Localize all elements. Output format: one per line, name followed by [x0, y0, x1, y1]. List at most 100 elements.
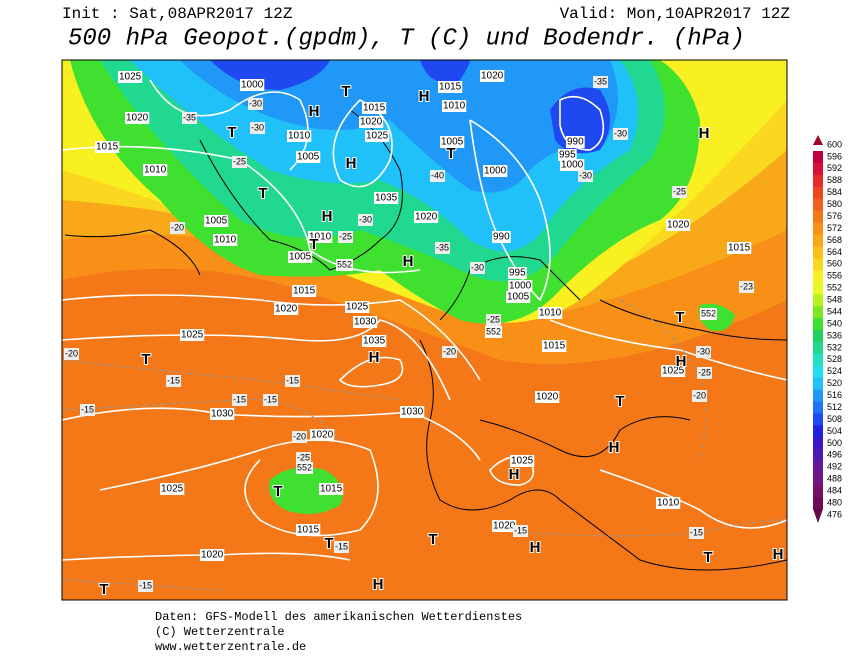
pressure-label-box	[535, 391, 560, 403]
pressure-label: 995	[558, 149, 577, 161]
scale-label: 512	[827, 402, 842, 412]
pressure-label-box	[558, 149, 577, 161]
pressure-label-box	[296, 151, 321, 163]
scale-label: 516	[827, 390, 842, 400]
temperature-label: -40	[430, 170, 446, 182]
map-area	[62, 60, 787, 600]
temperature-label-box	[285, 375, 301, 387]
temperature-label-text: -35	[183, 112, 196, 122]
pressure-center: H	[609, 439, 620, 456]
pressure-label-text: 1035	[363, 336, 386, 347]
pressure-center: T	[273, 483, 282, 500]
scale-label: 488	[827, 474, 842, 484]
pressure-label: 1020	[492, 520, 517, 532]
height-label-text: 552	[337, 259, 352, 269]
scale-swatch	[813, 306, 823, 319]
pressure-center: H	[369, 349, 380, 366]
pressure-label-box	[492, 231, 511, 243]
temperature-label: -15	[334, 541, 350, 553]
pressure-label: 1005	[506, 291, 531, 303]
temperature-label: -30	[248, 98, 264, 110]
pressure-label-text: 995	[559, 150, 576, 161]
pressure-label-box	[508, 280, 533, 292]
pressure-label-text: 1025	[366, 131, 389, 142]
pressure-center: T	[324, 535, 333, 552]
pressure-label: 1005	[440, 136, 465, 148]
scale-swatch	[813, 473, 823, 486]
temperature-label-box	[696, 346, 712, 358]
pressure-label: 1035	[374, 192, 399, 204]
scale-label: 480	[827, 497, 842, 507]
height-label-text: 552	[297, 462, 312, 472]
pressure-label: 1000	[240, 79, 265, 91]
scale-swatch	[813, 198, 823, 212]
temperature-label-box	[692, 390, 708, 402]
pressure-label-box	[656, 497, 681, 509]
pressure-label: 1020	[359, 116, 384, 128]
footer-source: Daten: GFS-Modell des amerikanischen Wet…	[155, 610, 522, 624]
pressure-label: 1015	[296, 524, 321, 536]
pressure-label: 1015	[362, 102, 387, 114]
pressure-label-box	[240, 79, 265, 91]
pressure-label-box	[661, 365, 686, 377]
temperature-label-text: -40	[431, 170, 444, 180]
pressure-label: 1035	[362, 335, 387, 347]
pressure-label-text: 1015	[297, 525, 320, 536]
pressure-label: 1010	[308, 231, 333, 243]
temperature-label: -30	[358, 214, 374, 226]
scale-label: 580	[827, 199, 842, 209]
temperature-label: -20	[170, 222, 186, 234]
pressure-label-box	[400, 406, 425, 418]
pressure-label: 995	[508, 267, 527, 279]
pressure-center: H	[419, 88, 430, 105]
temperature-label-box	[248, 98, 264, 110]
temperature-label-text: -25	[297, 452, 310, 462]
height-label-box	[296, 462, 314, 474]
temperature-label: -30	[613, 128, 629, 140]
temperature-label-text: -35	[436, 242, 449, 252]
temperature-label-text: -15	[690, 527, 703, 537]
pressure-label-box	[492, 520, 517, 532]
temperature-label: -30	[250, 122, 266, 134]
pressure-label-box	[319, 483, 344, 495]
pressure-label-text: 1005	[205, 216, 228, 227]
footer-url: www.wetterzentrale.de	[155, 640, 306, 654]
temperature-label-box	[232, 394, 248, 406]
height-label: 552	[296, 462, 314, 474]
pressure-label-text: 1020	[275, 304, 298, 315]
scale-swatch	[813, 401, 823, 415]
pressure-label: 1020	[414, 211, 439, 223]
pressure-center: H	[373, 576, 384, 593]
temperature-label-box	[250, 122, 266, 134]
scale-swatch	[813, 449, 823, 462]
pressure-label-text: 1025	[346, 302, 369, 313]
pressure-label: 1030	[400, 406, 425, 418]
temperature-label-text: -30	[579, 170, 592, 180]
scale-label: 588	[827, 175, 842, 185]
temperature-label-box	[232, 156, 248, 168]
scale-label: 524	[827, 366, 842, 376]
pressure-label-text: 1025	[662, 366, 685, 377]
pressure-label: 1010	[656, 497, 681, 509]
scale-label: 568	[827, 235, 842, 245]
scale-label: 540	[827, 318, 842, 328]
pressure-label: 1020	[125, 112, 150, 124]
temperature-label: -25	[672, 186, 688, 198]
field	[210, 60, 330, 90]
pressure-label-box	[483, 165, 508, 177]
temperature-label: -20	[692, 390, 708, 402]
temperature-label-box	[672, 186, 688, 198]
pressure-label-box	[345, 301, 370, 313]
pressure-label: 1000	[483, 165, 508, 177]
pressure-label: 1015	[95, 141, 120, 153]
scale-label: 564	[827, 247, 842, 257]
temperature-label: -20	[64, 348, 80, 360]
temperature-label-box	[166, 375, 182, 387]
pressure-label: 1025	[661, 365, 686, 377]
temperature-label-box	[296, 452, 312, 464]
pressure-label-box	[442, 100, 467, 112]
temperature-label: -15	[689, 527, 705, 539]
temperature-label: -15	[263, 394, 279, 406]
pressure-label-text: 1005	[297, 152, 320, 163]
temperature-label-text: -15	[233, 394, 246, 404]
